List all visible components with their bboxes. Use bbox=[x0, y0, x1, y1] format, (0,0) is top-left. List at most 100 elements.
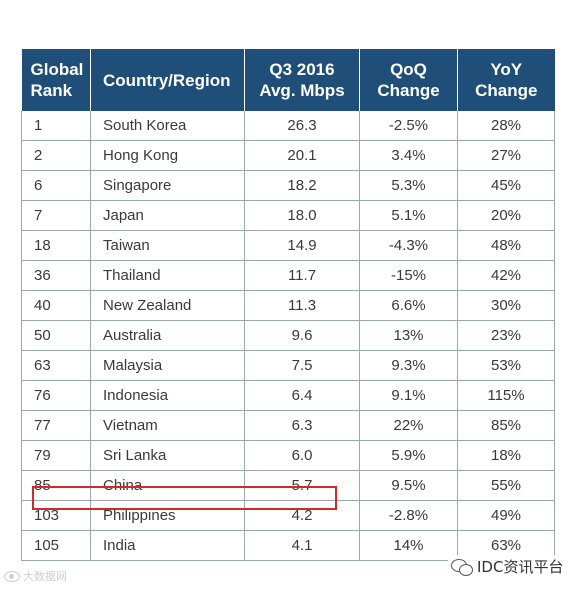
cell-yoy-change: 115% bbox=[457, 380, 555, 411]
cell-qoq-change: 5.9% bbox=[359, 440, 458, 471]
cell-country: Australia bbox=[90, 320, 245, 351]
cell-avg-mbps: 6.4 bbox=[244, 380, 360, 411]
cell-yoy-change: 20% bbox=[457, 200, 555, 231]
table-row: 105 India 4.1 14% 63% bbox=[21, 530, 555, 561]
eye-icon bbox=[4, 570, 20, 582]
cell-rank: 50 bbox=[21, 320, 91, 351]
cell-rank: 105 bbox=[21, 530, 91, 561]
cell-avg-mbps: 14.9 bbox=[244, 230, 360, 261]
cell-avg-mbps: 4.2 bbox=[244, 500, 360, 531]
cell-country: China bbox=[90, 470, 245, 501]
table-row: 7 Japan 18.0 5.1% 20% bbox=[21, 200, 555, 231]
cell-avg-mbps: 11.3 bbox=[244, 290, 360, 321]
cell-country: Indonesia bbox=[90, 380, 245, 411]
cell-rank: 40 bbox=[21, 290, 91, 321]
cell-country: Singapore bbox=[90, 170, 245, 201]
cell-country: India bbox=[90, 530, 245, 561]
header-country-region: Country/Region bbox=[90, 49, 245, 111]
cell-avg-mbps: 26.3 bbox=[244, 111, 360, 141]
table-row: 76 Indonesia 6.4 9.1% 115% bbox=[21, 380, 555, 411]
header-avg-mbps: Q3 2016 Avg. Mbps bbox=[244, 49, 360, 111]
table-row: 63 Malaysia 7.5 9.3% 53% bbox=[21, 350, 555, 381]
cell-country: New Zealand bbox=[90, 290, 245, 321]
cell-rank: 1 bbox=[21, 111, 91, 141]
cell-avg-mbps: 11.7 bbox=[244, 260, 360, 291]
cell-avg-mbps: 6.0 bbox=[244, 440, 360, 471]
cell-yoy-change: 55% bbox=[457, 470, 555, 501]
cell-avg-mbps: 18.2 bbox=[244, 170, 360, 201]
table-row: 50 Australia 9.6 13% 23% bbox=[21, 320, 555, 351]
table-row: 6 Singapore 18.2 5.3% 45% bbox=[21, 170, 555, 201]
cell-rank: 36 bbox=[21, 260, 91, 291]
cell-yoy-change: 49% bbox=[457, 500, 555, 531]
cell-yoy-change: 27% bbox=[457, 140, 555, 171]
watermark-right: IDC资讯平台 bbox=[448, 555, 567, 578]
cell-avg-mbps: 7.5 bbox=[244, 350, 360, 381]
cell-qoq-change: 13% bbox=[359, 320, 458, 351]
cell-qoq-change: 6.6% bbox=[359, 290, 458, 321]
cell-qoq-change: 9.1% bbox=[359, 380, 458, 411]
header-yoy-change: YoY Change bbox=[457, 49, 555, 111]
table-row: 18 Taiwan 14.9 -4.3% 48% bbox=[21, 230, 555, 261]
header-global-rank: Global Rank bbox=[21, 49, 91, 111]
cell-yoy-change: 23% bbox=[457, 320, 555, 351]
cell-qoq-change: -15% bbox=[359, 260, 458, 291]
watermark-left: 大数据网 bbox=[4, 568, 67, 584]
cell-avg-mbps: 9.6 bbox=[244, 320, 360, 351]
cell-qoq-change: 9.5% bbox=[359, 470, 458, 501]
table-row: 103 Philippines 4.2 -2.8% 49% bbox=[21, 500, 555, 531]
cell-yoy-change: 48% bbox=[457, 230, 555, 261]
cell-yoy-change: 30% bbox=[457, 290, 555, 321]
cell-rank: 7 bbox=[21, 200, 91, 231]
cell-country: Japan bbox=[90, 200, 245, 231]
cell-country: Sri Lanka bbox=[90, 440, 245, 471]
table-row: 77 Vietnam 6.3 22% 85% bbox=[21, 410, 555, 441]
cell-yoy-change: 18% bbox=[457, 440, 555, 471]
broadband-speed-table: Global Rank Country/Region Q3 2016 Avg. … bbox=[21, 49, 555, 561]
table-row: 79 Sri Lanka 6.0 5.9% 18% bbox=[21, 440, 555, 471]
table-body: 1 South Korea 26.3 -2.5% 28% 2 Hong Kong 20.1 3.… bbox=[21, 111, 555, 561]
cell-rank: 6 bbox=[21, 170, 91, 201]
table-row: 40 New Zealand 11.3 6.6% 30% bbox=[21, 290, 555, 321]
cell-qoq-change: 5.3% bbox=[359, 170, 458, 201]
table-row: 85 China 5.7 9.5% 55% bbox=[21, 470, 555, 501]
cell-yoy-change: 53% bbox=[457, 350, 555, 381]
cell-qoq-change: -2.5% bbox=[359, 111, 458, 141]
data-table-container: Global Rank Country/Region Q3 2016 Avg. … bbox=[21, 49, 555, 561]
cell-avg-mbps: 20.1 bbox=[244, 140, 360, 171]
cell-country: Thailand bbox=[90, 260, 245, 291]
header-qoq-change: QoQ Change bbox=[359, 49, 458, 111]
cell-qoq-change: -4.3% bbox=[359, 230, 458, 261]
cell-rank: 76 bbox=[21, 380, 91, 411]
table-row: 1 South Korea 26.3 -2.5% 28% bbox=[21, 111, 555, 141]
cell-qoq-change: 3.4% bbox=[359, 140, 458, 171]
cell-rank: 103 bbox=[21, 500, 91, 531]
cell-country: Malaysia bbox=[90, 350, 245, 381]
table-row: 2 Hong Kong 20.1 3.4% 27% bbox=[21, 140, 555, 171]
cell-yoy-change: 45% bbox=[457, 170, 555, 201]
cell-country: Hong Kong bbox=[90, 140, 245, 171]
watermark-right-text: IDC资讯平台 bbox=[477, 558, 564, 576]
cell-country: Taiwan bbox=[90, 230, 245, 261]
cell-qoq-change: 5.1% bbox=[359, 200, 458, 231]
cell-country: Philippines bbox=[90, 500, 245, 531]
cell-country: South Korea bbox=[90, 111, 245, 141]
cell-qoq-change: 14% bbox=[359, 530, 458, 561]
cell-qoq-change: -2.8% bbox=[359, 500, 458, 531]
cell-yoy-change: 42% bbox=[457, 260, 555, 291]
table-header: Global Rank Country/Region Q3 2016 Avg. … bbox=[21, 49, 555, 111]
cell-qoq-change: 22% bbox=[359, 410, 458, 441]
cell-qoq-change: 9.3% bbox=[359, 350, 458, 381]
cell-yoy-change: 28% bbox=[457, 111, 555, 141]
cell-avg-mbps: 4.1 bbox=[244, 530, 360, 561]
cell-rank: 79 bbox=[21, 440, 91, 471]
cell-rank: 2 bbox=[21, 140, 91, 171]
cell-country: Vietnam bbox=[90, 410, 245, 441]
wechat-icon bbox=[451, 558, 473, 576]
cell-rank: 85 bbox=[21, 470, 91, 501]
watermark-left-text: 大数据网 bbox=[23, 571, 67, 583]
cell-avg-mbps: 18.0 bbox=[244, 200, 360, 231]
cell-rank: 63 bbox=[21, 350, 91, 381]
cell-rank: 77 bbox=[21, 410, 91, 441]
cell-avg-mbps: 6.3 bbox=[244, 410, 360, 441]
